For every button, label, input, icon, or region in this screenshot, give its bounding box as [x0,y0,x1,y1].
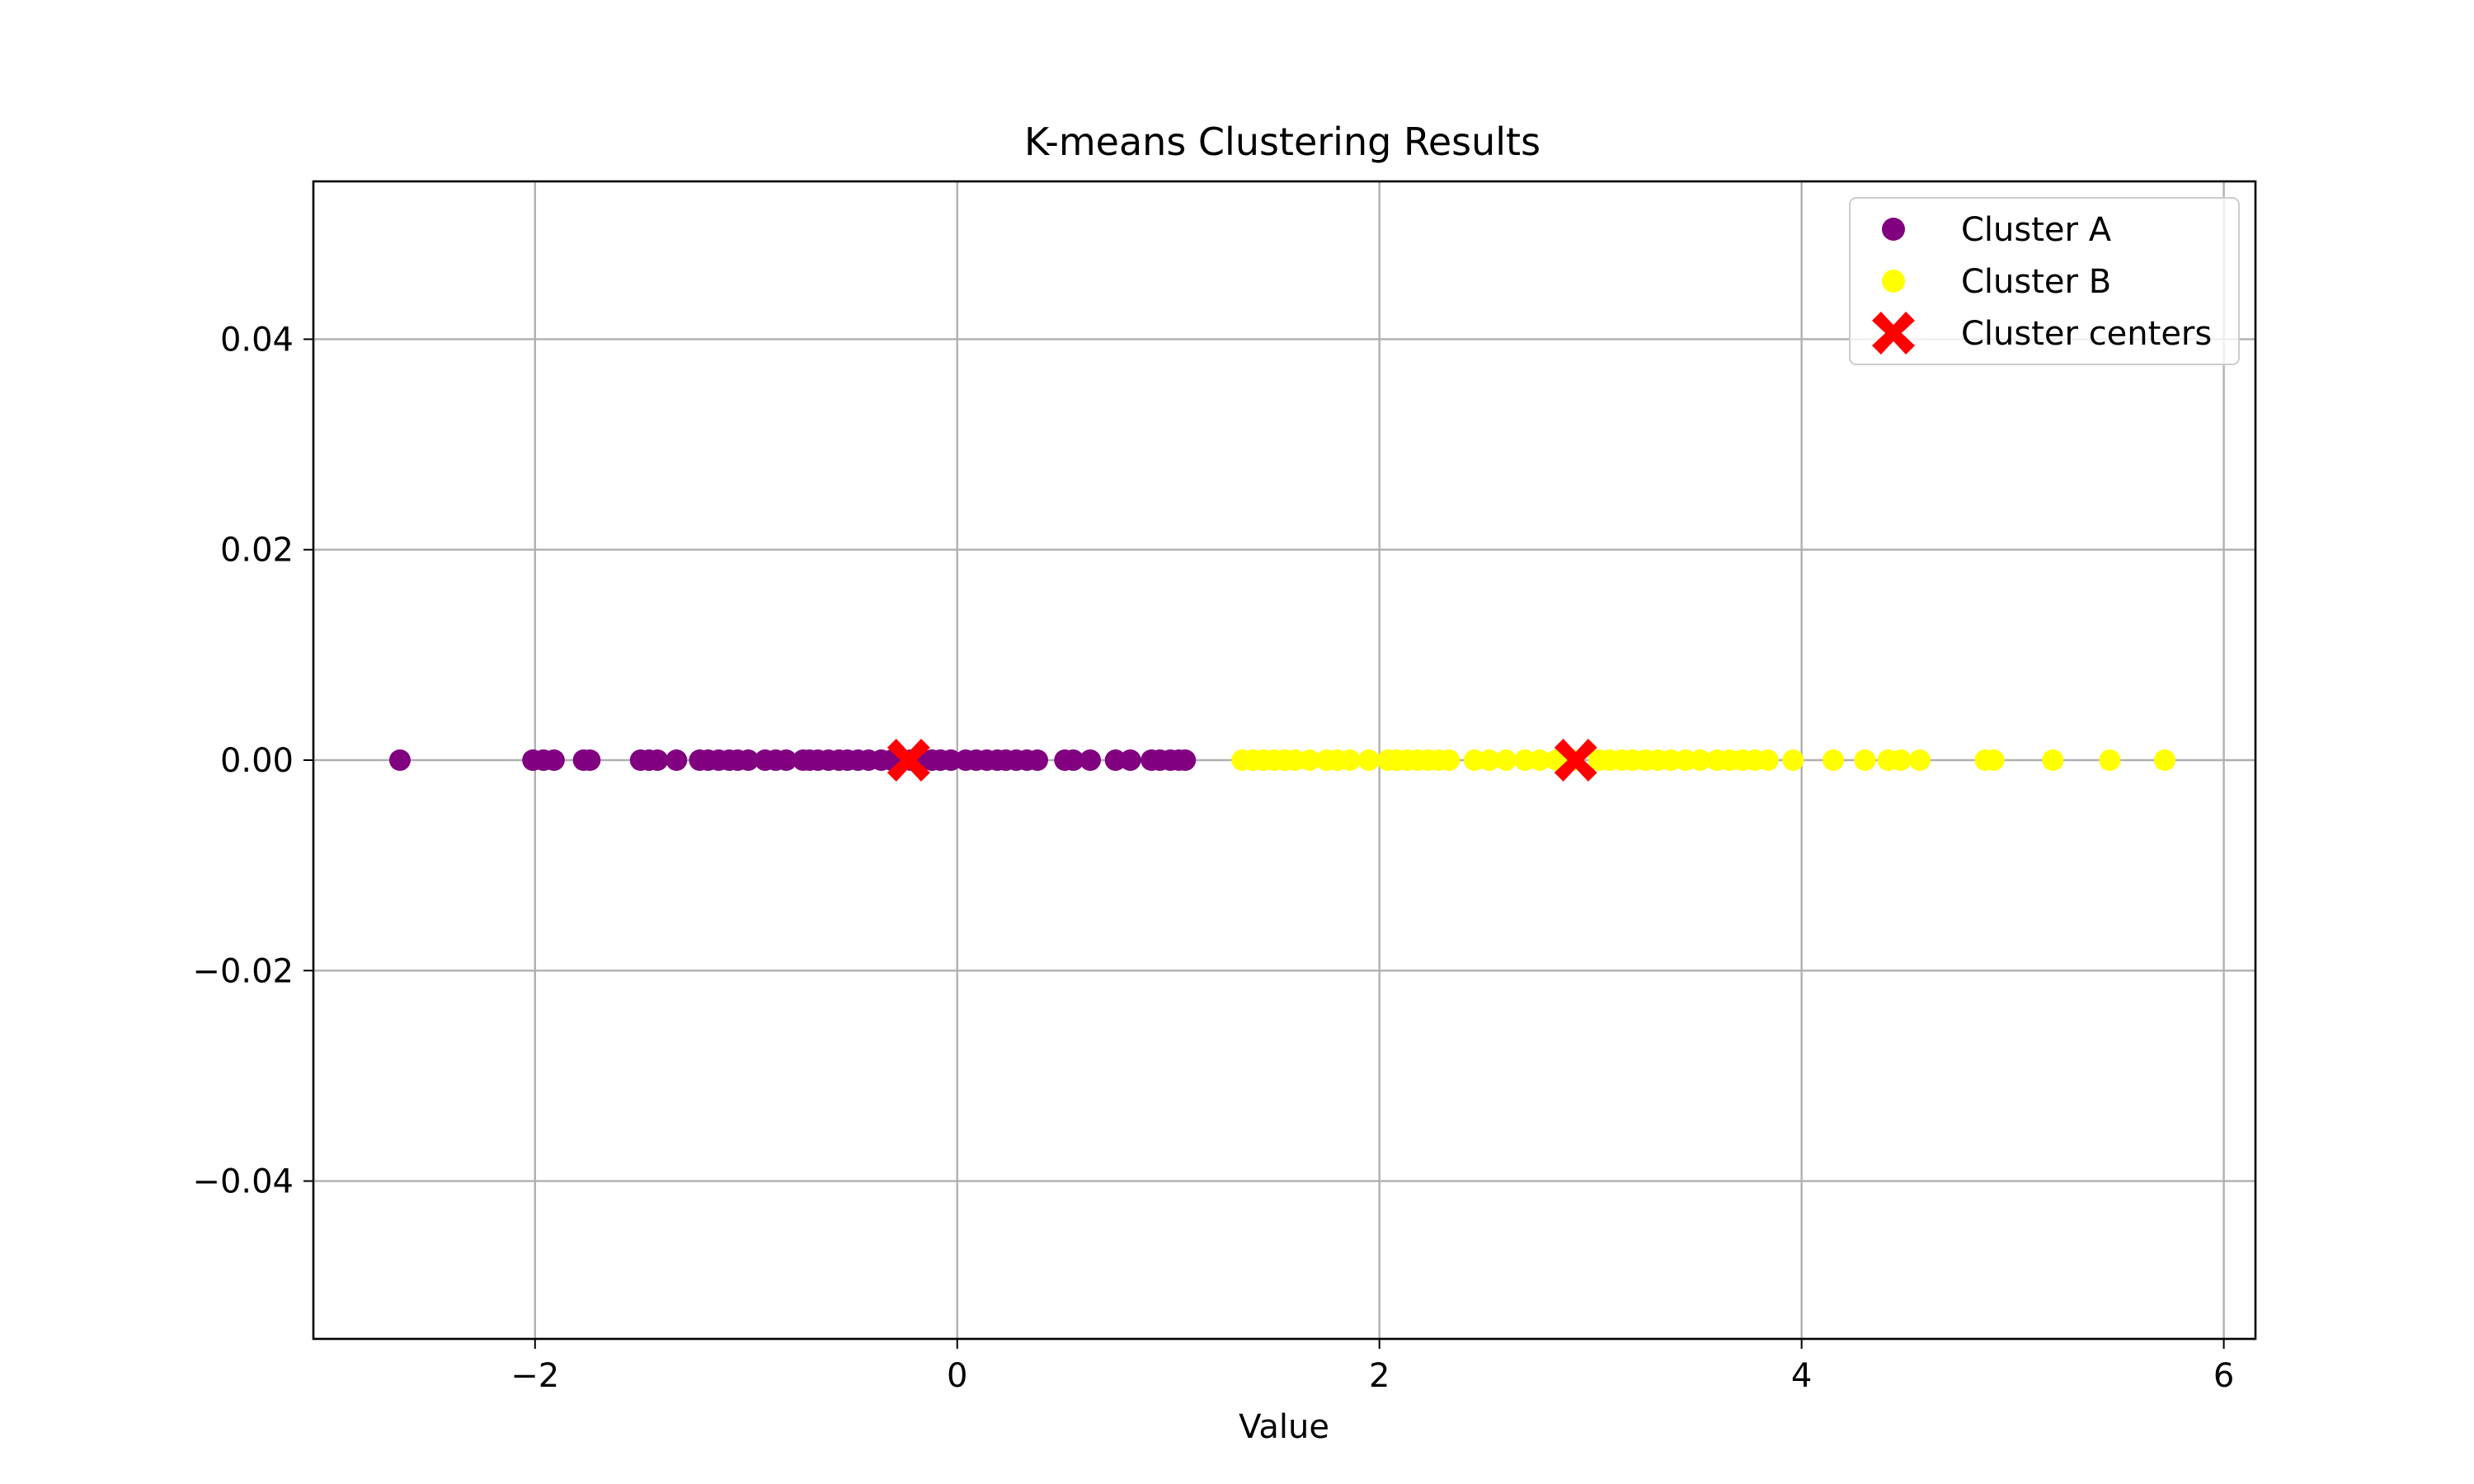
x-tick-label: 4 [1791,1357,1812,1395]
cluster-b-point [2099,749,2121,771]
cluster-b-point [1823,749,1845,771]
cluster-center-marker [1554,739,1597,782]
legend-label: Cluster A [1961,211,2112,249]
cluster-a-point [388,749,411,771]
y-tick-label: 0.02 [220,532,294,570]
legend: Cluster A Cluster B Cluster centers [1849,197,2240,365]
legend-marker-cluster-a [1882,218,1905,241]
cluster-a-point [775,749,797,771]
cluster-b-point [2042,749,2064,771]
x-tick-label: −2 [510,1357,559,1395]
y-tick-label: 0.00 [220,742,294,780]
cluster-a-point [940,749,962,771]
cluster-b-point [1529,749,1551,771]
cluster-b-point [1284,749,1306,771]
legend-label: Cluster B [1961,263,2111,301]
cluster-a-point [579,749,601,771]
y-tick-label: −0.02 [192,952,294,990]
cluster-b-point [1908,749,1931,771]
cluster-a-point [666,749,688,771]
cluster-b-point [1889,749,1912,771]
cluster-b-point [1438,749,1460,771]
legend-box [1849,197,2240,365]
cluster-b-point [1514,749,1536,771]
cluster-b-point [1338,749,1361,771]
cluster-b-point [2153,749,2175,771]
cluster-center-marker [887,739,930,782]
legend-marker-cluster-b [1882,270,1905,293]
cluster-a-point [1119,749,1141,771]
cluster-b-point [1757,749,1779,771]
cluster-b-point [1299,749,1321,771]
cluster-a-point [647,749,669,771]
cluster-a-point [543,749,565,771]
cluster-b-point [1495,749,1517,771]
cluster-b-point [1674,749,1696,771]
cluster-b-point [1659,749,1681,771]
cluster-a-point [1062,749,1084,771]
y-tick-label: −0.04 [192,1163,294,1201]
x-axis-ticks: −2 0 2 4 6 [510,1339,2234,1395]
legend-label: Cluster centers [1961,315,2212,353]
legend-marker-cluster-centers [1872,312,1915,355]
cluster-a-point [1027,749,1049,771]
cluster-a-point [1079,749,1101,771]
cluster-b-point [1782,749,1804,771]
cluster-b-point [1478,749,1500,771]
x-tick-label: 0 [947,1357,967,1395]
y-axis-ticks: −0.04 −0.02 0.00 0.02 0.04 [192,321,313,1201]
data-points [388,739,2175,782]
x-axis-label: Value [1239,1408,1329,1446]
cluster-b-point [1854,749,1876,771]
cluster-b-point [1689,749,1711,771]
cluster-b-point [1982,749,2005,771]
cluster-a-point [1104,749,1126,771]
y-tick-label: 0.04 [220,321,294,359]
chart-title: K-means Clustering Results [1024,120,1540,164]
cluster-b-point [1463,749,1485,771]
x-tick-label: 2 [1369,1357,1390,1395]
cluster-a-point [737,749,760,771]
legend-entries: Cluster A Cluster B Cluster centers [1872,211,2212,355]
x-tick-label: 6 [2213,1357,2234,1395]
cluster-a-point [1174,749,1197,771]
cluster-b-point [1357,749,1380,771]
